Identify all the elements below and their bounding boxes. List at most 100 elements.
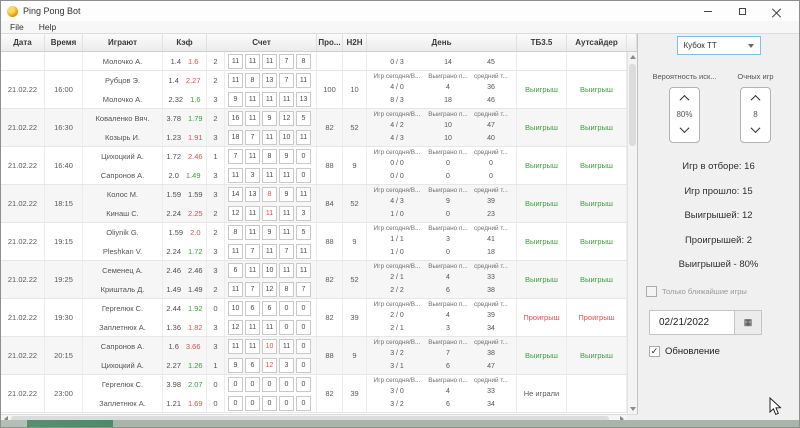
scroll-right-icon[interactable] bbox=[617, 415, 627, 423]
day-avg-p1: 39 bbox=[487, 312, 495, 319]
menu-file[interactable]: File bbox=[10, 22, 24, 32]
probability-stepper[interactable]: 80% bbox=[669, 87, 700, 143]
vertical-scrollbar-thumb[interactable] bbox=[629, 64, 636, 146]
set-score: 9 bbox=[279, 149, 294, 164]
set-score: 6 bbox=[262, 301, 277, 316]
set-score: 11 bbox=[262, 244, 277, 259]
day-stats-cell: Игр сегодня/В... Выиграно п... средний т… bbox=[367, 52, 517, 70]
sets-won-cell: 2 3 bbox=[207, 109, 225, 146]
table-row[interactable]: 21.02.22 16:30 Коваленко Вяч. Козырь И. … bbox=[1, 109, 627, 147]
coef-live-p2: 2.25 bbox=[188, 209, 203, 218]
player1-name: Колос М. bbox=[106, 190, 139, 199]
table-row[interactable]: 21.02.22 18:15 Колос М. Кинаш С. 1.59 1.… bbox=[1, 185, 627, 223]
header-h2h[interactable]: Н2Н bbox=[343, 34, 367, 51]
day-avg-p1: 41 bbox=[487, 236, 495, 243]
player1-name: Коваленко Вяч. bbox=[95, 114, 150, 123]
h2h-games-stepper[interactable]: 8 bbox=[740, 87, 771, 143]
header-players[interactable]: Играют bbox=[83, 34, 163, 51]
close-icon bbox=[772, 7, 781, 16]
sets-won-p2: 3 bbox=[213, 171, 218, 180]
header-time[interactable]: Время bbox=[45, 34, 83, 51]
day-avg-p2: 18 bbox=[487, 249, 495, 256]
menu-help[interactable]: Help bbox=[38, 22, 57, 32]
scroll-down-icon[interactable] bbox=[628, 404, 637, 414]
chevron-up-icon[interactable] bbox=[750, 94, 761, 105]
coef-open-p1: 3.98 bbox=[166, 380, 181, 389]
day-games-p2: 1 / 0 bbox=[390, 211, 404, 218]
player1-name: Гергелюк С. bbox=[101, 380, 144, 389]
chevron-down-icon[interactable] bbox=[679, 123, 690, 134]
date-field[interactable]: 02/21/2022 bbox=[649, 309, 735, 335]
table-row[interactable]: 21.02.22 19:30 Гергелюк С. Заплетнюк А. … bbox=[1, 299, 627, 337]
table-row[interactable]: Молочко А. 1.4 1.6 2 bbox=[1, 52, 627, 71]
table-row[interactable]: 21.02.22 16:40 Цихоцкий А. Сапронов А. 1… bbox=[1, 147, 627, 185]
day-avg-p2: 34 bbox=[487, 325, 495, 332]
table-row[interactable]: 21.02.22 19:15 Oliynik G. Pleshkan V. 1.… bbox=[1, 223, 627, 261]
horizontal-scrollbar-thumb[interactable] bbox=[11, 416, 609, 422]
tb35-result: Выигрыш bbox=[517, 109, 567, 146]
match-date: 21.02.22 bbox=[1, 185, 45, 222]
player2-name: Кришталь Д. bbox=[100, 285, 145, 294]
table-row[interactable]: 21.02.22 20:15 Сапронов А. Цихоцкий А. 1… bbox=[1, 337, 627, 375]
tournament-select[interactable]: Кубок ТТ bbox=[676, 36, 761, 55]
close-button[interactable] bbox=[759, 2, 793, 20]
tb35-result: Выигрыш bbox=[517, 185, 567, 222]
set-score: 0 bbox=[262, 396, 277, 411]
nearest-games-checkbox[interactable]: Только ближайшие игры bbox=[646, 285, 747, 297]
set-score: 11 bbox=[228, 168, 243, 183]
nearest-games-label: Только ближайшие игры bbox=[662, 286, 747, 296]
minimize-icon bbox=[704, 10, 712, 12]
set-score: 7 bbox=[245, 244, 260, 259]
h2h-value bbox=[343, 52, 367, 70]
coef-open-p2: 1.49 bbox=[166, 285, 181, 294]
minimize-button[interactable] bbox=[691, 2, 725, 20]
calendar-button[interactable]: ▦ bbox=[735, 309, 762, 335]
table-row[interactable]: 21.02.22 16:00 Рубцов Э. Молочко А. 1.4 … bbox=[1, 71, 627, 109]
set-scores-cell: 8 11 9 11 5 11 7 11 7 11 bbox=[225, 223, 317, 260]
header-score[interactable]: Счет bbox=[207, 34, 317, 51]
sets-won-p1: 3 bbox=[213, 342, 218, 351]
players-cell: Коваленко Вяч. Козырь И. bbox=[83, 109, 163, 146]
day-won-p2: 6 bbox=[446, 363, 450, 370]
set-score: 6 bbox=[228, 263, 243, 278]
day-avg-p2: 40 bbox=[487, 135, 495, 142]
day-avg-p2: 34 bbox=[487, 401, 495, 408]
day-subheader-games: Игр сегодня/В... bbox=[373, 263, 421, 270]
set-score: 11 bbox=[262, 92, 277, 107]
header-outsider[interactable]: Аутсайдер bbox=[567, 34, 627, 51]
day-won-p1: 7 bbox=[446, 350, 450, 357]
day-won-p2: 3 bbox=[446, 325, 450, 332]
table-row[interactable]: 21.02.22 19:25 Семенец А. Кришталь Д. 2.… bbox=[1, 261, 627, 299]
player1-name: Рубцов Э. bbox=[104, 76, 141, 85]
checkbox-icon[interactable] bbox=[649, 345, 660, 357]
header-tb35[interactable]: ТБ3.5 bbox=[517, 34, 567, 51]
sets-won-cell: 0 3 bbox=[207, 299, 225, 336]
set-score: 12 bbox=[262, 282, 277, 297]
players-cell: Сапронов А. Цихоцкий А. bbox=[83, 337, 163, 374]
header-pro[interactable]: Про... bbox=[317, 34, 343, 51]
checkbox-icon[interactable] bbox=[646, 285, 657, 297]
coef-live-p2: 1.6 bbox=[190, 95, 201, 104]
vertical-scrollbar[interactable] bbox=[627, 52, 637, 414]
sets-won-p2: 3 bbox=[213, 95, 218, 104]
update-checkbox[interactable]: Обновление bbox=[649, 345, 720, 357]
horizontal-scrollbar[interactable] bbox=[1, 414, 627, 423]
set-score: 8 bbox=[245, 73, 260, 88]
table-row[interactable]: 21.02.22 23:00 Гергелюк С. Заплетнюк А. … bbox=[1, 375, 627, 413]
header-date[interactable]: Дата bbox=[1, 34, 45, 51]
player2-name: Заплетнюк А. bbox=[99, 323, 146, 332]
chevron-up-icon[interactable] bbox=[679, 94, 690, 105]
scroll-up-icon[interactable] bbox=[628, 52, 637, 62]
coef-live-p1: 1.79 bbox=[188, 114, 203, 123]
set-score: 11 bbox=[245, 320, 260, 335]
sets-won-cell: 3 2 bbox=[207, 185, 225, 222]
set-score: 0 bbox=[296, 377, 311, 392]
scroll-left-icon[interactable] bbox=[1, 415, 11, 423]
header-day[interactable]: День bbox=[367, 34, 517, 51]
header-coef[interactable]: Кэф bbox=[163, 34, 207, 51]
stat-win-rate: Выигрышей - 80% bbox=[678, 259, 759, 270]
sets-won-cell: 0 0 bbox=[207, 375, 225, 412]
chevron-down-icon[interactable] bbox=[750, 123, 761, 134]
maximize-button[interactable] bbox=[725, 2, 759, 20]
day-avg-p1: 33 bbox=[487, 274, 495, 281]
